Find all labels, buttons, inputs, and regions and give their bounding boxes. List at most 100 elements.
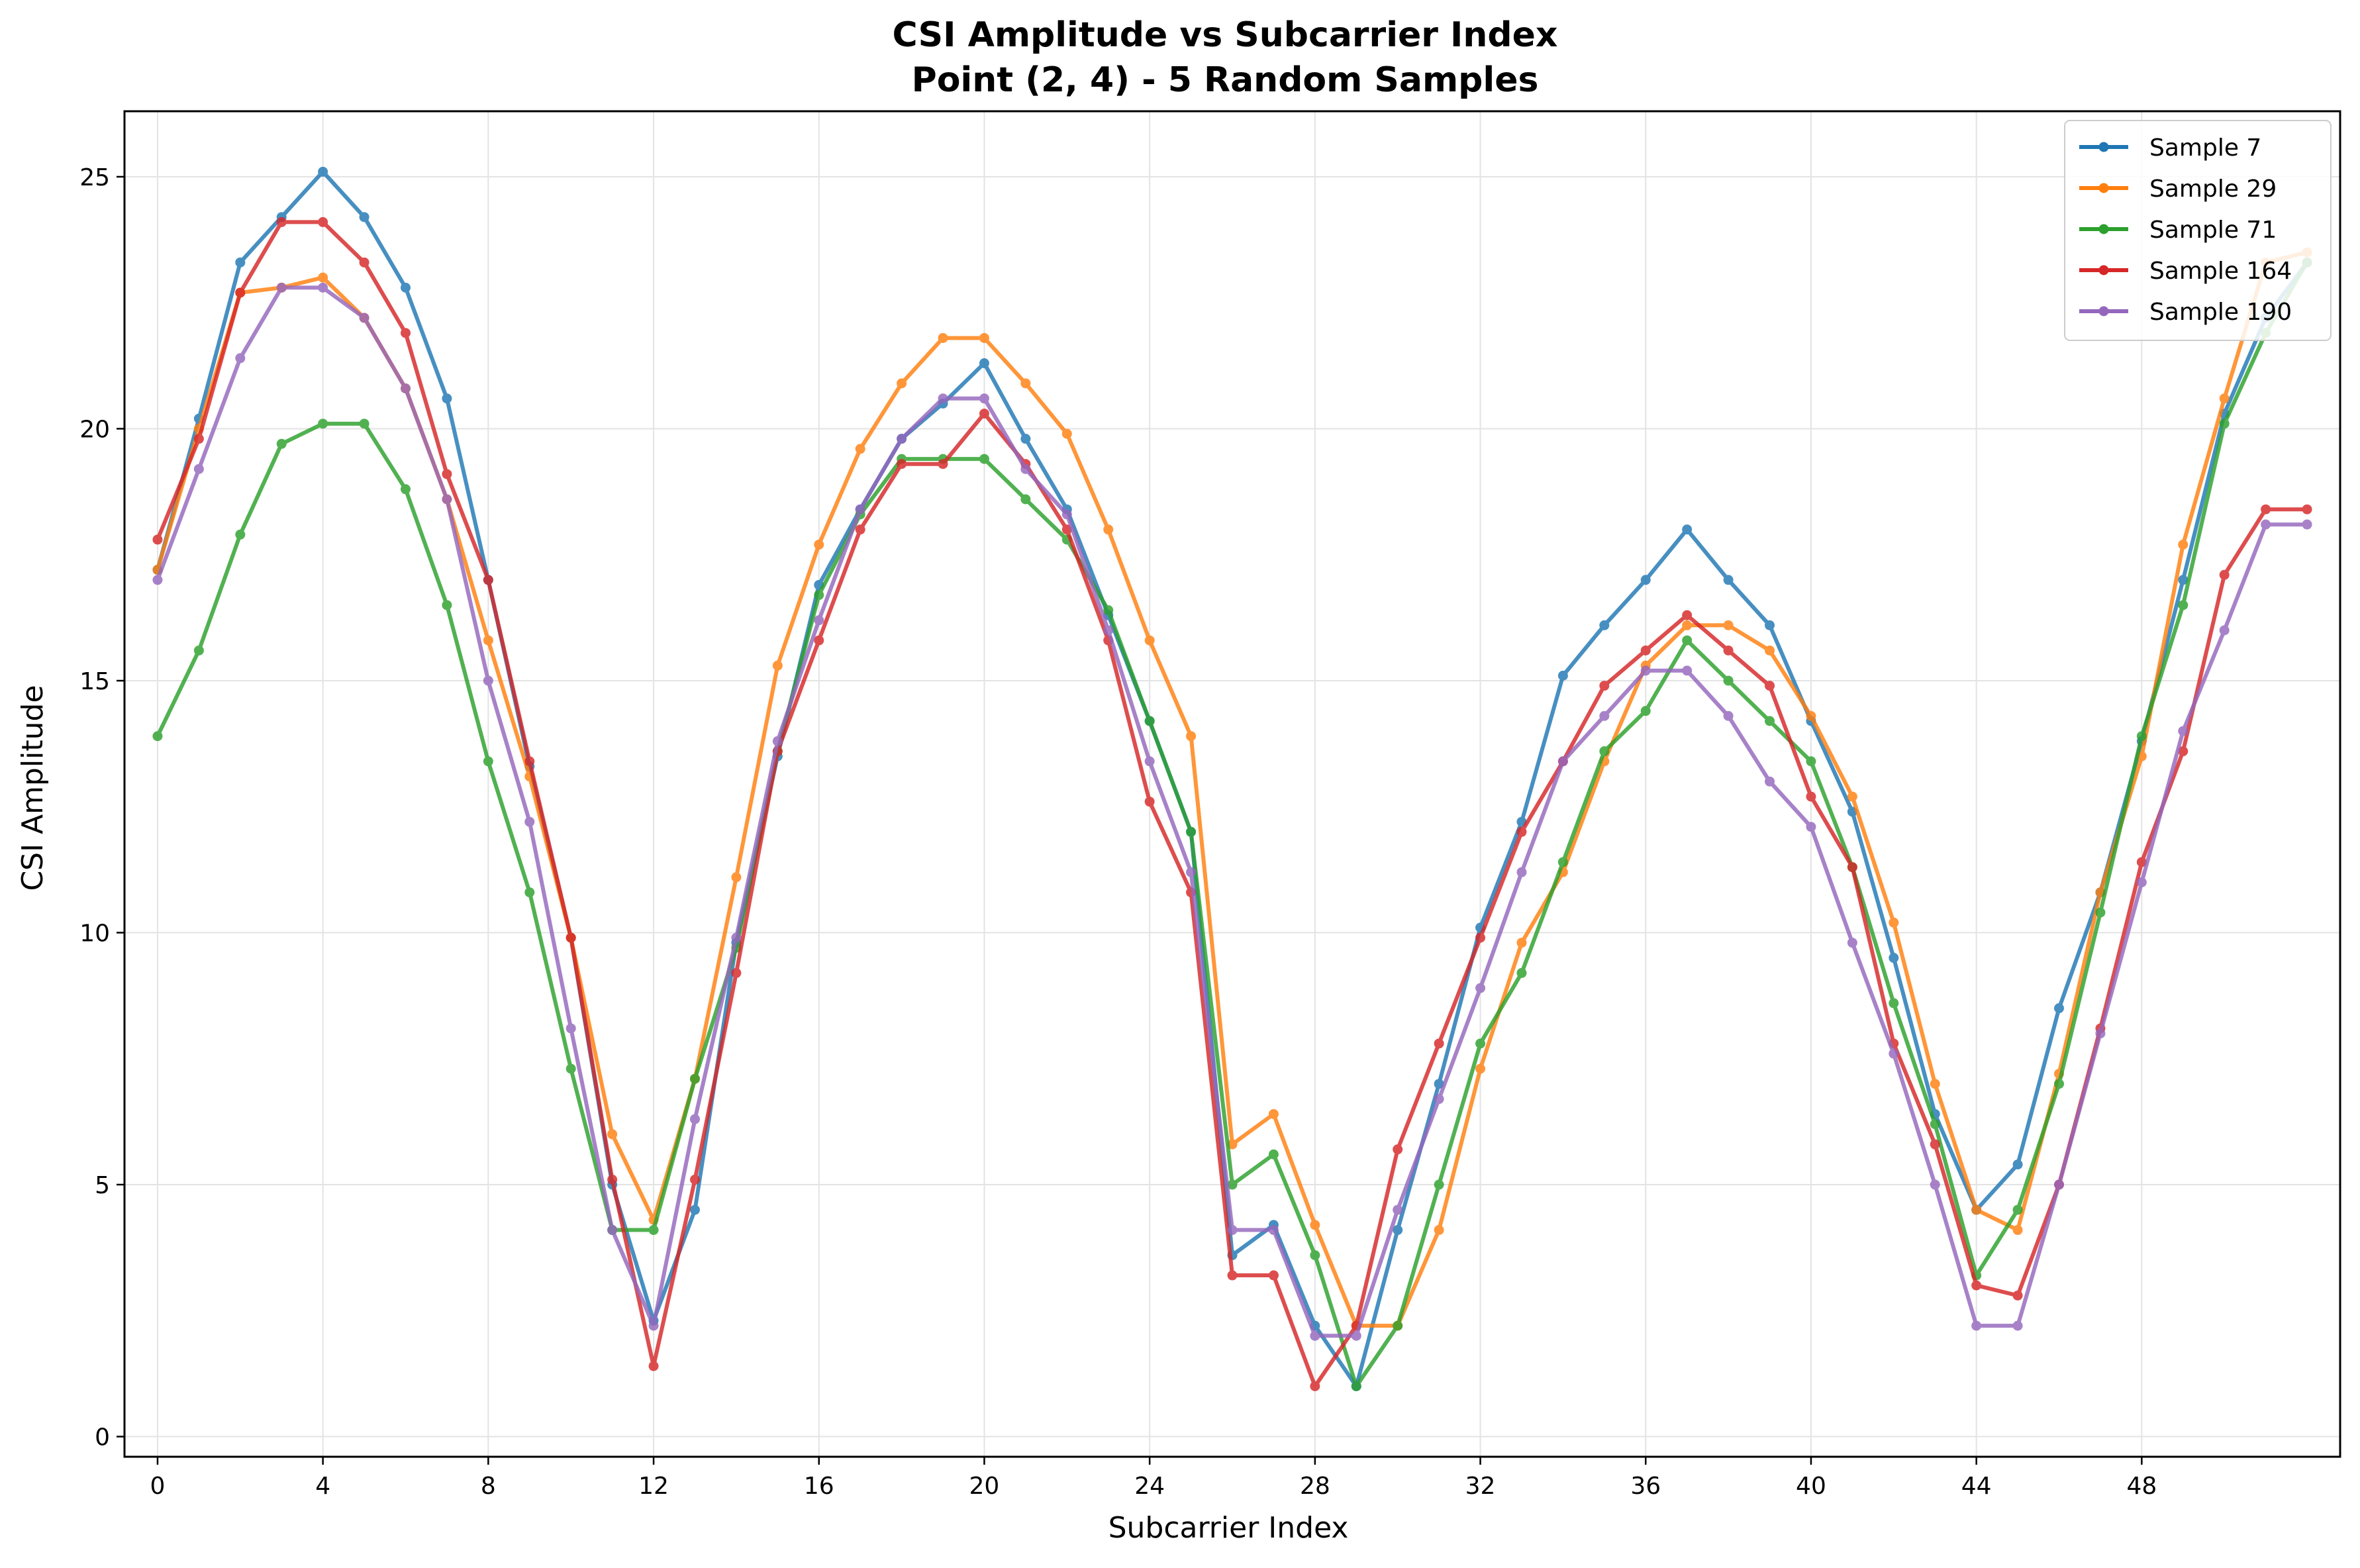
data-point [979, 393, 989, 404]
data-point [524, 756, 535, 767]
data-point [1765, 776, 1775, 787]
x-tick-label: 40 [1796, 1473, 1826, 1500]
data-point [1557, 670, 1568, 681]
y-tick-label: 20 [79, 416, 110, 443]
data-point [2136, 857, 2147, 867]
data-point [1682, 524, 1693, 535]
data-point [442, 600, 452, 611]
y-tick-label: 25 [79, 164, 110, 191]
data-point [1640, 575, 1651, 585]
data-point [1930, 1139, 1940, 1150]
data-point [648, 1320, 659, 1331]
x-tick-label: 36 [1630, 1473, 1661, 1500]
y-axis-label: CSI Amplitude [16, 685, 50, 891]
data-point [276, 282, 287, 293]
x-axis-label: Subcarrier Index [1108, 1511, 1349, 1545]
data-point [1475, 983, 1486, 993]
series-sample-7 [152, 166, 2312, 1391]
data-point [979, 358, 989, 369]
data-point [1682, 635, 1693, 646]
data-point [359, 418, 369, 429]
data-point [814, 540, 824, 550]
data-point [1393, 1204, 1403, 1215]
data-point [400, 328, 411, 338]
data-point [1806, 822, 1816, 832]
data-point [1599, 710, 1610, 721]
data-point [1806, 791, 1816, 802]
series-line [156, 170, 2309, 1389]
data-point [235, 353, 246, 364]
data-point [1847, 791, 1857, 802]
data-point [1723, 620, 1734, 630]
data-point [1557, 756, 1568, 767]
data-point [607, 1225, 618, 1236]
data-point [814, 615, 824, 626]
data-point [1475, 1063, 1486, 1074]
data-point [772, 736, 783, 746]
data-point [2178, 726, 2188, 736]
y-tick-label: 5 [95, 1172, 110, 1199]
data-point [442, 393, 452, 404]
data-point [1020, 434, 1031, 444]
data-point [1516, 867, 1527, 877]
data-point [855, 524, 865, 535]
x-tick-label: 8 [481, 1473, 496, 1500]
data-point [689, 1174, 700, 1185]
data-point [2261, 519, 2271, 530]
data-point [1889, 953, 1899, 963]
data-point [814, 635, 824, 646]
data-point [2219, 625, 2230, 636]
data-point [2219, 569, 2230, 580]
data-point [1351, 1330, 1361, 1341]
series-layer [152, 166, 2312, 1391]
data-point [1186, 867, 1197, 877]
x-tick-label: 20 [969, 1473, 1000, 1500]
data-point [152, 534, 163, 545]
data-point [2302, 504, 2312, 514]
data-point [1310, 1381, 1320, 1391]
data-point [1434, 1079, 1444, 1089]
data-point [1268, 1149, 1279, 1159]
data-point [359, 313, 369, 323]
data-point [318, 217, 328, 227]
data-point [2136, 877, 2147, 887]
series-sample-71 [152, 257, 2312, 1391]
data-point [1640, 645, 1651, 656]
data-point [1020, 378, 1031, 389]
data-point [2136, 731, 2147, 742]
data-point [2219, 393, 2230, 404]
data-point [1144, 635, 1155, 646]
chart-subtitle: Point (2, 4) - 5 Random Samples [912, 60, 1539, 100]
data-point [1516, 826, 1527, 837]
data-point [276, 438, 287, 449]
data-point [318, 418, 328, 429]
data-point [1806, 756, 1816, 767]
data-point [442, 469, 452, 479]
data-point [565, 1063, 576, 1074]
data-point [2012, 1159, 2023, 1170]
data-point [814, 590, 824, 601]
data-point [2178, 575, 2188, 585]
data-point [731, 932, 742, 943]
legend-swatch-marker [2098, 224, 2109, 234]
x-tick-label: 44 [1961, 1473, 1992, 1500]
chart-title: CSI Amplitude vs Subcarrier Index [893, 15, 1558, 55]
data-point [1765, 620, 1775, 630]
data-point [938, 459, 948, 469]
data-point [2261, 504, 2271, 514]
data-point [1144, 797, 1155, 807]
data-point [1434, 1179, 1444, 1190]
data-point [648, 1361, 659, 1371]
data-point [2054, 1179, 2065, 1190]
data-point [1061, 509, 1072, 520]
data-point [1682, 610, 1693, 620]
data-point [1227, 1179, 1238, 1190]
data-point [1723, 645, 1734, 656]
legend-swatch-marker [2098, 265, 2109, 275]
data-point [1393, 1144, 1403, 1155]
data-point [1971, 1204, 1982, 1215]
x-tick-label: 4 [315, 1473, 330, 1500]
data-point [1971, 1280, 1982, 1291]
